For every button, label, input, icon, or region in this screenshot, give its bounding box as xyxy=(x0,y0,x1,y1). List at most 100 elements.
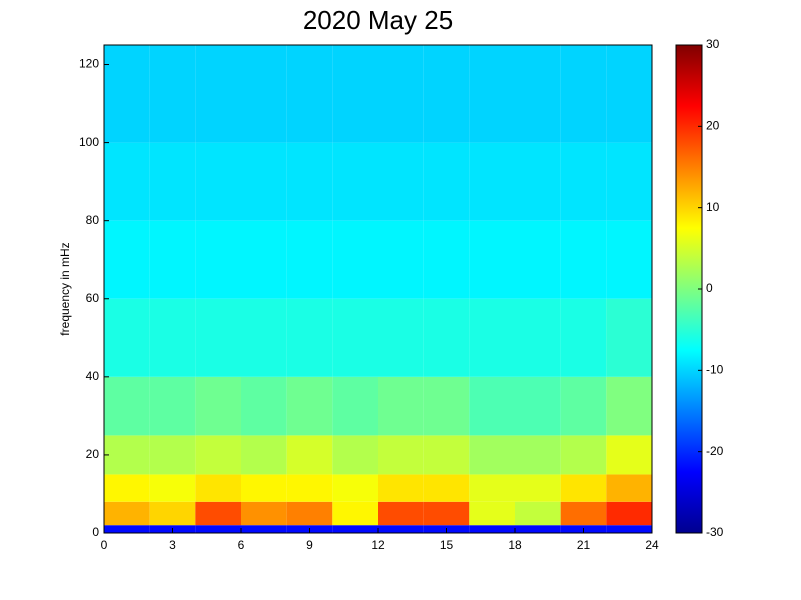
heat-cell xyxy=(332,220,378,299)
heat-cell xyxy=(606,45,652,143)
y-tick-label: 100 xyxy=(79,135,99,149)
heat-cell xyxy=(195,525,241,533)
heat-cell xyxy=(332,435,378,475)
heat-cell xyxy=(423,376,470,436)
heat-cell xyxy=(149,435,196,475)
colorbar-tick-label: 20 xyxy=(706,119,720,133)
heat-cell xyxy=(606,376,652,436)
heat-cell xyxy=(560,45,607,143)
heat-cell xyxy=(149,298,196,377)
heat-cell xyxy=(241,298,287,377)
heat-cell xyxy=(606,435,652,475)
colorbar xyxy=(675,44,703,534)
heat-cell xyxy=(104,525,150,533)
heat-cell xyxy=(195,45,241,143)
heat-cell xyxy=(606,142,652,221)
heat-cell xyxy=(104,142,150,221)
heat-cell xyxy=(149,501,196,526)
heat-cell xyxy=(515,501,561,526)
heat-cell xyxy=(286,376,333,436)
heat-cell xyxy=(332,501,378,526)
heat-cell xyxy=(195,142,241,221)
heat-cell xyxy=(606,501,652,526)
heat-cell xyxy=(378,220,424,299)
heat-cell xyxy=(469,220,515,299)
heat-cell xyxy=(378,501,424,526)
heat-cell xyxy=(423,474,470,502)
y-tick-label: 40 xyxy=(86,369,100,383)
heat-cell xyxy=(332,298,378,377)
heat-cell xyxy=(104,298,150,377)
heat-cell xyxy=(195,474,241,502)
heat-cell xyxy=(104,45,150,143)
heat-cell xyxy=(104,220,150,299)
heat-cell xyxy=(515,45,561,143)
heat-cell xyxy=(378,142,424,221)
heat-cell xyxy=(469,501,515,526)
heat-cell xyxy=(332,525,378,533)
y-tick-label: 60 xyxy=(86,291,100,305)
y-axis-label: frequency in mHz xyxy=(58,242,72,335)
colorbar-tick-label: 10 xyxy=(706,200,720,214)
heat-cell xyxy=(195,376,241,436)
heat-cell xyxy=(286,142,333,221)
heat-cell xyxy=(195,220,241,299)
heat-cell xyxy=(606,525,652,533)
heat-cell xyxy=(149,142,196,221)
heat-cell xyxy=(195,435,241,475)
x-tick-label: 18 xyxy=(508,538,522,552)
heat-cell xyxy=(149,220,196,299)
x-tick-label: 6 xyxy=(238,538,245,552)
heat-cell xyxy=(332,376,378,436)
heat-cell xyxy=(286,435,333,475)
heat-cell xyxy=(560,298,607,377)
heat-cell xyxy=(286,45,333,143)
heat-cell xyxy=(423,298,470,377)
x-tick-label: 3 xyxy=(169,538,176,552)
heat-cell xyxy=(515,142,561,221)
heat-cell xyxy=(195,298,241,377)
heat-cell xyxy=(378,45,424,143)
heat-cell xyxy=(104,474,150,502)
y-tick-label: 0 xyxy=(92,525,99,539)
heat-cell xyxy=(332,142,378,221)
heat-cell xyxy=(469,474,515,502)
heat-cell xyxy=(104,501,150,526)
heat-cell xyxy=(423,142,470,221)
heat-cell xyxy=(378,435,424,475)
heat-cell xyxy=(469,298,515,377)
heat-cell xyxy=(560,435,607,475)
heat-cell xyxy=(560,501,607,526)
heat-cell xyxy=(332,45,378,143)
heat-cell xyxy=(560,142,607,221)
heat-cell xyxy=(515,220,561,299)
heat-cell xyxy=(515,474,561,502)
heat-cell xyxy=(241,220,287,299)
x-tick-label: 24 xyxy=(645,538,659,552)
heat-cell xyxy=(286,220,333,299)
y-tick-label: 120 xyxy=(79,57,99,71)
heat-cell xyxy=(515,376,561,436)
heat-cell xyxy=(606,298,652,377)
heat-cell xyxy=(515,435,561,475)
heat-cell xyxy=(560,474,607,502)
heat-cell xyxy=(469,142,515,221)
heat-cell xyxy=(195,501,241,526)
heat-cell xyxy=(286,501,333,526)
heat-cell xyxy=(241,474,287,502)
colorbar-tick-label: 0 xyxy=(706,281,713,295)
y-tick-label: 80 xyxy=(86,213,100,227)
heat-cell xyxy=(378,474,424,502)
heat-cell xyxy=(515,525,561,533)
heat-cell xyxy=(515,298,561,377)
heat-cell xyxy=(149,376,196,436)
colorbar-tick-label: 30 xyxy=(706,37,720,51)
heat-cell xyxy=(606,220,652,299)
heat-cell xyxy=(286,298,333,377)
heat-cell xyxy=(241,435,287,475)
heat-cell xyxy=(286,474,333,502)
chart-title: 2020 May 25 xyxy=(303,5,453,35)
heat-cell xyxy=(378,525,424,533)
